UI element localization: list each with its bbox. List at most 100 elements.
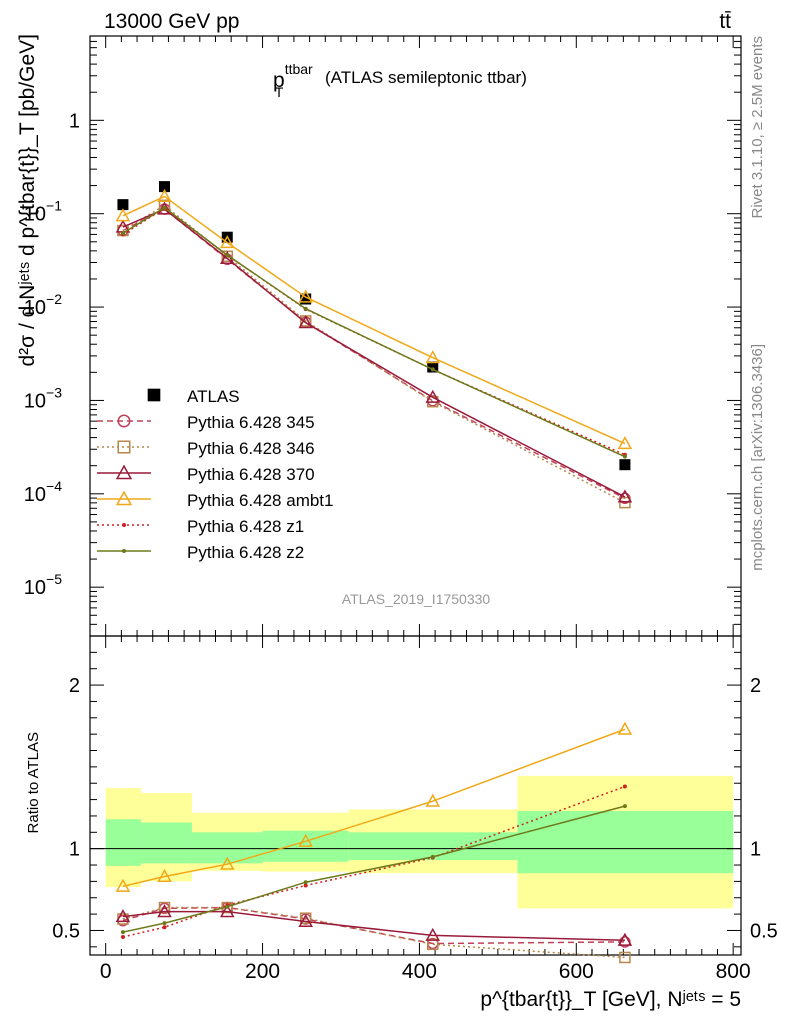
ratio-point-pythia-6-428-z1-3 (303, 883, 308, 888)
legend-label-pythia-6-428-z1: Pythia 6.428 z1 (187, 517, 304, 536)
legend-marker-pythia-6-428-346 (117, 440, 131, 454)
legend-marker-pythia-6-428-370 (115, 464, 133, 480)
ratio-point-pythia-6-428-z2-3 (303, 880, 308, 885)
ratio-point-pythia-6-428-ambt1-0 (115, 878, 131, 892)
tick-base: 10 (24, 390, 46, 412)
tick-base: 1 (69, 110, 80, 132)
main-point-pythia-6-428-ambt1-4 (425, 350, 441, 364)
plot-title: pttbar T (ATLAS semileptonic ttbar) (273, 61, 527, 102)
ratio-line-pythia-6-428-z2 (122, 805, 626, 933)
legend-label-pythia-6-428-370: Pythia 6.428 370 (187, 465, 315, 484)
main-point-pythia-6-428-ambt1-5 (617, 436, 633, 450)
ratio-point-pythia-6-428-z2-1 (162, 921, 167, 926)
ratio-line-pythia-6-428-370 (122, 910, 625, 942)
main-point-pythia-6-428-370-5 (617, 489, 633, 503)
main-point-pythia-6-428-ambt1-3 (298, 289, 313, 303)
main-line-pythia-6-428-345 (122, 208, 626, 499)
legend-label-pythia-6-428-ambt1: Pythia 6.428 ambt1 (187, 491, 333, 510)
ratio-y-tick-label-right: 1 (750, 839, 761, 861)
tick-exponent: −2 (46, 291, 62, 307)
x-tick-label: 200 (245, 960, 280, 983)
main-y-tick-label: 1 (69, 110, 80, 132)
x-tick-label: 800 (716, 960, 751, 983)
ratio-y-axis-label: Ratio to ATLAS (25, 732, 42, 833)
ratio-point-pythia-6-428-ambt1-5 (617, 721, 633, 735)
mcplots-side-label: mcplots.cern.ch [arXiv:1306.3436] (749, 344, 766, 571)
ratio-point-pythia-6-428-370-4 (425, 927, 441, 941)
ratio-point-pythia-6-428-346-1 (158, 901, 171, 914)
ratio-point-pythia-6-428-346-5 (619, 951, 631, 964)
main-y-tick-label: 10−1 (24, 198, 62, 226)
main-y-tick-label: 10−3 (24, 384, 62, 412)
main-y-axis-label: d²σ / d Nʲᵉᵗˢ d p^{tbar{t}}_T [pb/GeV] (16, 34, 39, 367)
main-y-tick-label: 10−2 (24, 291, 62, 319)
ratio-point-pythia-6-428-z2-5 (622, 804, 627, 809)
main-point-pythia-6-428-ambt1-1 (157, 188, 172, 202)
title-sup: ttbar (285, 61, 313, 77)
ratio-line-pythia-6-428-z1 (122, 785, 626, 938)
ratio-point-pythia-6-428-z2-4 (430, 854, 435, 859)
tick-exponent: −1 (46, 198, 62, 214)
legend-label-pythia-6-428-z2: Pythia 6.428 z2 (187, 543, 304, 562)
main-line-pythia-6-428-ambt1 (122, 195, 626, 445)
main-point-pythia-6-428-z2-3 (303, 306, 308, 311)
ratio-point-pythia-6-428-370-0 (115, 909, 131, 923)
main-point-pythia-6-428-z2-0 (120, 231, 125, 236)
main-y-tick-label: 10−4 (24, 478, 62, 506)
rivet-side-label: Rivet 3.1.10, ≥ 2.5M events (749, 36, 766, 219)
main-point-pythia-6-428-ambt1-0 (115, 208, 131, 222)
x-tick-label: 400 (402, 960, 437, 983)
ratio-y-tick-label: 1 (69, 839, 80, 861)
main-point-pythia-6-428-370-1 (157, 201, 172, 215)
tick-base: 10 (24, 484, 46, 506)
ratio-point-pythia-6-428-z1-5 (622, 784, 627, 789)
title-suffix: (ATLAS semileptonic ttbar) (325, 68, 527, 87)
x-tick-label: 0 (100, 960, 112, 983)
tick-base: 10 (24, 297, 46, 319)
ratio-point-pythia-6-428-370-2 (219, 904, 235, 918)
legend-label-pythia-6-428-345: Pythia 6.428 345 (187, 413, 315, 432)
ratio-point-pythia-6-428-346-4 (427, 938, 439, 951)
ratio-y-tick-label: 0.5 (52, 920, 80, 942)
main-point-pythia-6-428-z2-5 (622, 454, 627, 459)
main-point-atlas-5 (619, 459, 631, 471)
main-point-pythia-6-428-370-4 (425, 389, 441, 403)
legend-marker-pythia-6-428-345 (117, 414, 131, 428)
main-y-tick-label: 10−5 (24, 571, 62, 599)
main-point-pythia-6-428-346-5 (619, 496, 631, 509)
main-point-pythia-6-428-z2-1 (162, 205, 167, 210)
main-point-atlas-1 (159, 181, 171, 193)
main-point-pythia-6-428-370-3 (298, 315, 313, 329)
series-group (115, 181, 633, 964)
legend-label-pythia-6-428-346: Pythia 6.428 346 (187, 439, 315, 458)
ratio-point-pythia-6-428-z2-0 (120, 930, 125, 935)
ratio-point-pythia-6-428-z1-0 (120, 935, 125, 940)
ratio-line-pythia-6-428-346 (122, 906, 625, 959)
ratio-y-tick-label-right: 2 (750, 675, 761, 697)
legend-marker-pythia-6-428-z2 (122, 549, 126, 553)
ratio-y-tick-label-right: 0.5 (750, 920, 778, 942)
main-point-pythia-6-428-z2-2 (225, 253, 230, 258)
tick-base: 10 (24, 577, 46, 599)
main-point-atlas-4 (427, 361, 439, 373)
title-sub: T (275, 84, 284, 100)
ratio-y-tick-label: 2 (69, 675, 80, 697)
main-point-pythia-6-428-ambt1-2 (219, 235, 235, 249)
x-tick-label: 600 (559, 960, 594, 983)
inner-band-0 (105, 819, 141, 866)
main-point-pythia-6-428-z2-4 (430, 367, 435, 372)
ratio-point-pythia-6-428-370-1 (157, 904, 172, 918)
ratio-point-pythia-6-428-ambt1-2 (219, 856, 235, 870)
tick-base: 10 (24, 204, 46, 226)
inner-band-1 (140, 822, 192, 864)
ratio-point-pythia-6-428-370-3 (298, 913, 313, 928)
ratio-point-pythia-6-428-z1-1 (162, 925, 167, 930)
main-line-pythia-6-428-z2 (122, 206, 626, 458)
legend: ATLAS Pythia 6.428 345 Pythia 6.428 346 Pyt… (97, 387, 333, 562)
title-main: p (273, 69, 285, 92)
ratio-point-pythia-6-428-ambt1-3 (298, 833, 313, 847)
legend-marker-pythia-6-428-z1 (122, 523, 126, 527)
ratio-point-pythia-6-428-z2-2 (225, 904, 230, 909)
